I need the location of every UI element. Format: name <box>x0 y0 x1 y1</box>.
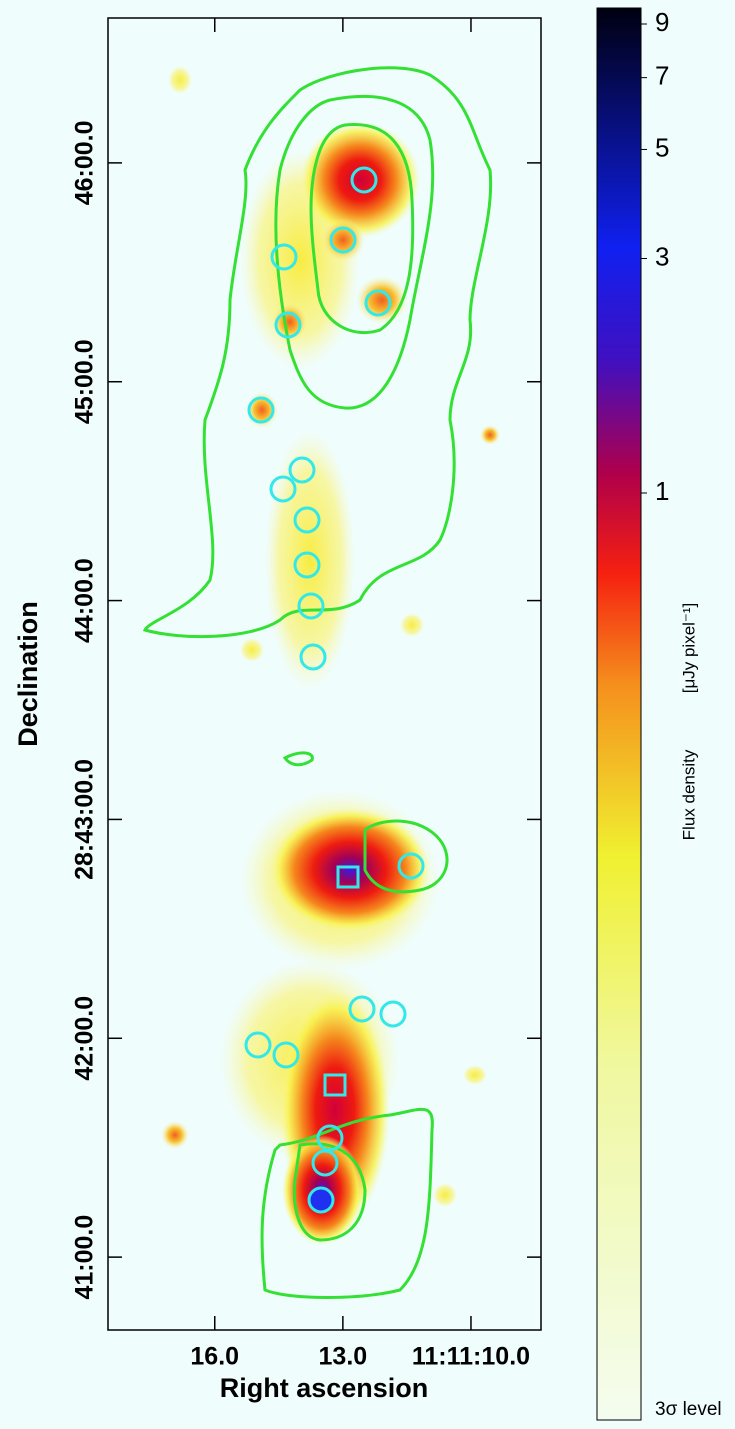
colorbar-tick-label: 3 <box>655 241 669 271</box>
emission <box>161 66 500 1245</box>
colorbar-bar <box>596 7 642 1421</box>
x-tick-label: 11:11:10.0 <box>412 1343 530 1371</box>
y-tick-label: 46:00.0 <box>71 120 99 205</box>
y-tick-label: 41:00.0 <box>71 1215 99 1300</box>
colorbar-tick-label: 1 <box>655 476 669 506</box>
y-axis-label: Declination <box>13 601 43 747</box>
colorbar-tick-label: 5 <box>655 132 669 162</box>
x-axis-label: Right ascension <box>220 1373 429 1403</box>
contours <box>142 66 493 1299</box>
colorbar-bottom-label: 3σ level <box>655 1399 722 1420</box>
y-tick-label: 42:00.0 <box>71 996 99 1081</box>
colorbar-tick-label: 9 <box>655 7 669 37</box>
y-tick-label: 44:00.0 <box>71 558 99 643</box>
markers <box>244 166 425 1214</box>
colorbar-tick-label: 7 <box>655 61 669 91</box>
y-tick-label: 45:00.0 <box>71 339 99 424</box>
y-tick-label: 28:43:00.0 <box>71 759 99 880</box>
plot <box>107 17 542 1331</box>
axes: Right ascension Declination 16.0 13.0 11:1… <box>13 18 541 1403</box>
colorbar-unit: [μJy pixel⁻¹] <box>679 603 698 694</box>
colorbar: 3σ level Flux density [μJy pixel⁻¹] 9 7 5 3… <box>596 7 722 1421</box>
x-tick-label: 16.0 <box>190 1343 239 1371</box>
plot-frame <box>107 17 542 1331</box>
colorbar-label: Flux density <box>679 749 698 840</box>
x-tick-label: 13.0 <box>319 1343 368 1371</box>
